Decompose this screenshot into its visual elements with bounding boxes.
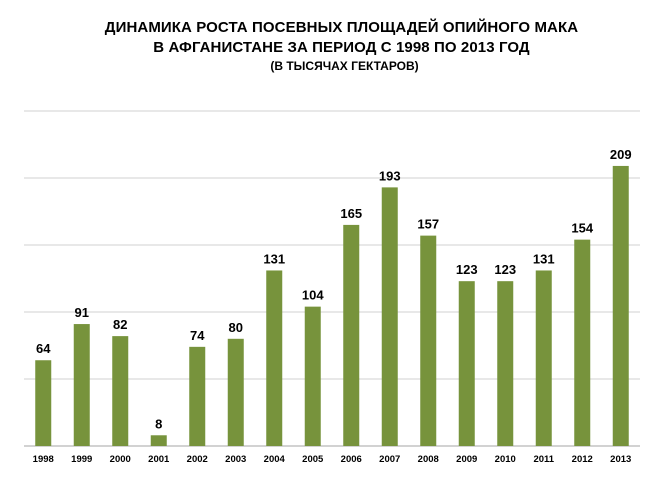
x-tick-label: 2008 [418,454,439,465]
data-label: 123 [494,262,516,277]
data-label: 91 [75,305,89,320]
x-tick-label: 2009 [456,454,477,465]
chart-subtitle: (В ТЫСЯЧАХ ГЕКТАРОВ) [270,59,419,73]
data-label: 209 [610,147,632,162]
data-label: 131 [263,251,285,266]
data-label: 8 [155,416,162,431]
data-label: 82 [113,317,127,332]
x-tick-label: 2012 [572,454,593,465]
bar [189,346,206,446]
x-tick-label: 1999 [71,454,92,465]
bar [227,338,244,446]
chart-title-line1: ДИНАМИКА РОСТА ПОСЕВНЫХ ПЛОЩАДЕЙ ОПИЙНОГ… [104,19,579,36]
bar [35,360,52,446]
bar [458,281,475,446]
bar [497,281,514,446]
data-label: 157 [417,217,439,232]
chart-title-line2: В АФГАНИСТАНЕ ЗА ПЕРИОД С 1998 ПО 2013 Г… [153,39,530,56]
bar [266,270,283,446]
data-label: 131 [533,251,555,266]
bar [304,306,321,446]
x-tick-label: 2006 [341,454,362,465]
x-tick-label: 1998 [33,454,54,465]
data-label: 193 [379,168,401,183]
x-tick-label: 2001 [148,454,170,465]
data-label: 74 [190,328,205,343]
data-label: 165 [340,206,362,221]
bar [150,435,167,446]
data-label: 123 [456,262,478,277]
data-label: 104 [302,288,324,303]
bar [381,187,398,446]
x-tick-label: 2005 [302,454,324,465]
data-label: 64 [36,341,51,356]
x-tick-label: 2003 [225,454,246,465]
data-label: 80 [229,320,243,335]
x-tick-label: 2010 [495,454,516,465]
x-tick-label: 2004 [264,454,286,465]
data-label: 154 [571,221,593,236]
bar [73,324,90,446]
bar [420,235,437,446]
x-tick-label: 2002 [187,454,208,465]
bar [343,224,360,446]
bar [112,336,129,446]
x-tick-label: 2011 [533,454,554,465]
x-tick-label: 2013 [610,454,631,465]
x-tick-label: 2007 [379,454,400,465]
x-tick-label: 2000 [110,454,131,465]
bar [612,165,629,446]
bar [574,239,591,446]
bar [535,270,552,446]
